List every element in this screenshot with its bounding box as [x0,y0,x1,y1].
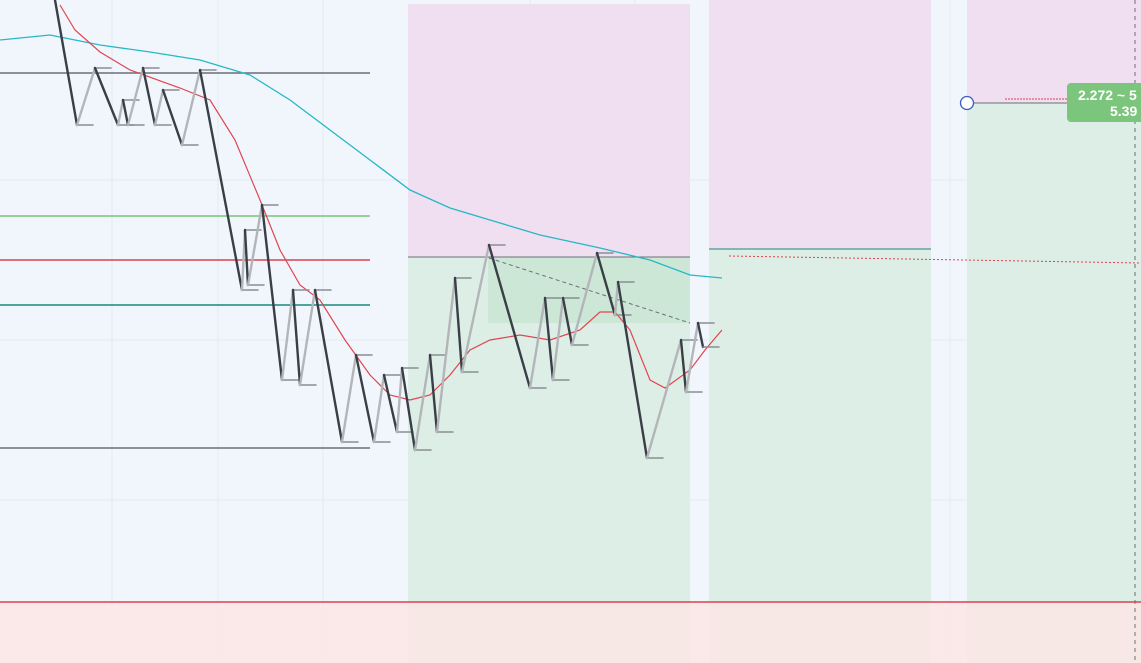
zigzag-segment [460,243,491,374]
zigzag-segment [487,243,532,390]
zigzag-segment [453,276,464,374]
zigzag-segment [180,68,202,147]
zigzag-segment [372,373,386,444]
zigzag-segment [298,288,317,387]
zigzag-segment [313,288,344,444]
zigzag-segment [340,353,358,444]
zigzag-segment [291,288,302,387]
zigzag-segment [696,321,705,349]
zigzag-segment [543,296,555,382]
zigzag-segment [75,66,97,127]
zigzag-segment [428,353,439,434]
zigzag-segment [528,296,547,390]
zigzag-segment [198,68,244,292]
zigzag-segment [684,321,700,394]
zigzag-segment [613,280,620,317]
zigzag-segment [382,373,399,434]
zigzag-segment [395,366,404,434]
anchor-handle[interactable] [959,95,975,111]
zigzag-segment [121,98,130,127]
zigzag-segment [93,66,120,127]
zigzag-segment [246,203,264,287]
zigzag-segment [595,251,617,317]
price-label [1067,83,1141,122]
label-line1: 2.272 ~ 5 [1078,87,1137,103]
zigzag-segment [280,288,295,382]
zigzag-segment [413,353,432,452]
zigzag-segment [354,353,376,444]
zigzag [53,0,720,460]
zigzag-segment [126,66,145,127]
zigzag-segment [53,0,79,127]
zigzag-segment [243,228,250,287]
zigzag-segment [679,338,688,394]
zigzag-segment [561,296,574,347]
zigzag-segment [116,98,125,127]
zigzag-segment [260,203,284,382]
zigzag-segment [645,338,683,460]
moving-average-slow [0,34,723,279]
zigzag-segment [153,88,165,127]
zigzag-segment [400,366,417,452]
zigzag-segment [616,280,649,460]
zigzag-segment [551,296,565,382]
zigzag-segment [161,88,184,147]
zigzag-segment [435,276,457,434]
zigzag-segment [570,251,599,347]
zigzag-segment [141,66,157,127]
label-line2: 5.39 [1110,103,1137,119]
